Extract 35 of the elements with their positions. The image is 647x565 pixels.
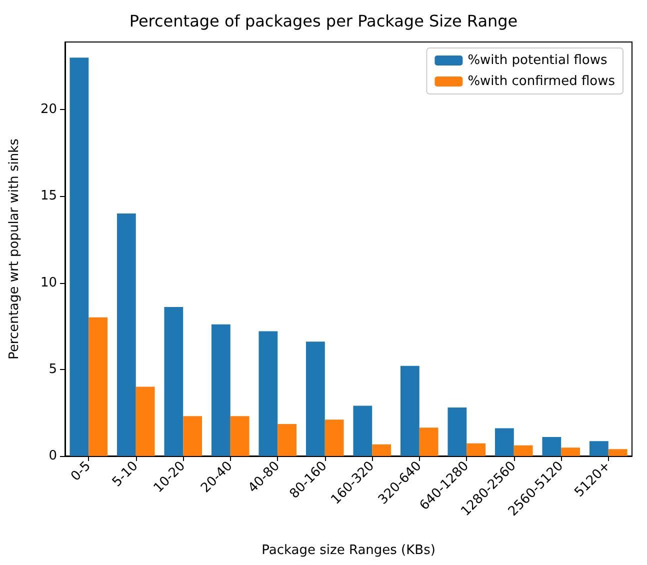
bar — [88, 317, 108, 456]
bar — [306, 342, 325, 456]
bar — [164, 307, 184, 456]
bar — [400, 366, 420, 456]
bar — [211, 324, 230, 456]
y-tick-label: 5 — [48, 362, 57, 377]
bar — [494, 428, 514, 456]
bar — [70, 58, 89, 456]
bar — [258, 331, 278, 456]
legend-label: %with potential flows — [468, 53, 608, 68]
bar — [542, 436, 562, 456]
bar — [136, 386, 155, 456]
bar — [419, 428, 438, 456]
y-tick-label: 15 — [40, 188, 57, 204]
x-axis-title: Package size Ranges (KBs) — [262, 543, 436, 558]
legend-label: %with confirmed flows — [468, 74, 616, 89]
y-tick-label: 0 — [48, 448, 57, 464]
bar — [353, 406, 372, 456]
y-axis-title: Percentage wrt popular with sinks — [7, 138, 22, 360]
bar — [561, 448, 580, 456]
chart-title: Percentage of packages per Package Size Range — [129, 12, 518, 30]
bar — [183, 416, 202, 456]
bar — [116, 213, 136, 456]
bar — [278, 424, 297, 456]
bar — [608, 449, 628, 456]
bar — [372, 444, 392, 456]
bar — [230, 416, 250, 456]
x-tick-label: 0-5 — [68, 458, 94, 484]
bar — [466, 443, 486, 456]
bar — [589, 441, 608, 456]
bar — [448, 408, 467, 456]
y-tick-label: 20 — [40, 102, 57, 118]
bar — [324, 420, 344, 456]
bar — [514, 445, 533, 456]
y-tick-label: 10 — [40, 275, 57, 290]
